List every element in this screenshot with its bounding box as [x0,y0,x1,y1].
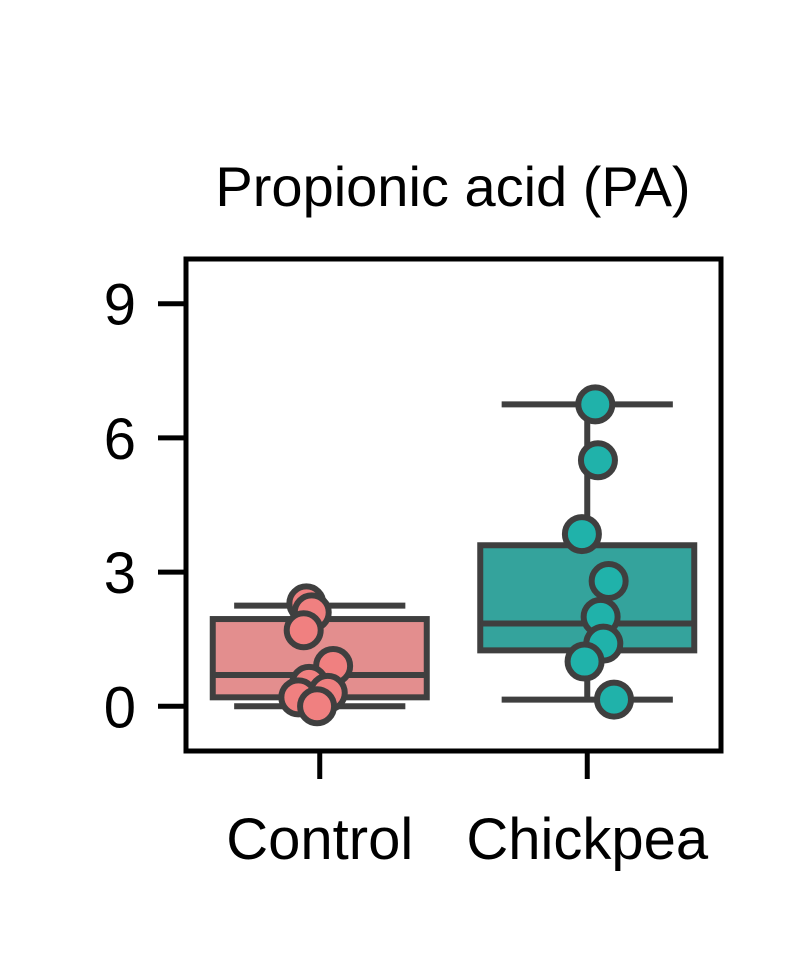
data-point [578,387,612,421]
data-point [581,443,615,477]
box-chickpea [480,387,694,716]
box-control [213,586,427,723]
y-tick-label: 6 [104,407,136,472]
data-point [597,683,631,717]
data-point [565,517,599,551]
y-tick-label: 3 [104,541,136,606]
plot-area [213,387,695,723]
y-tick-label: 9 [104,273,136,338]
data-point [300,689,334,723]
data-point [568,645,602,679]
data-point [287,613,321,647]
chart-title: Propionic acid (PA) [215,155,690,218]
x-tick-label: Chickpea [466,807,709,872]
x-tick-label: Control [226,807,413,872]
y-tick-label: 0 [104,675,136,740]
data-point [592,564,626,598]
